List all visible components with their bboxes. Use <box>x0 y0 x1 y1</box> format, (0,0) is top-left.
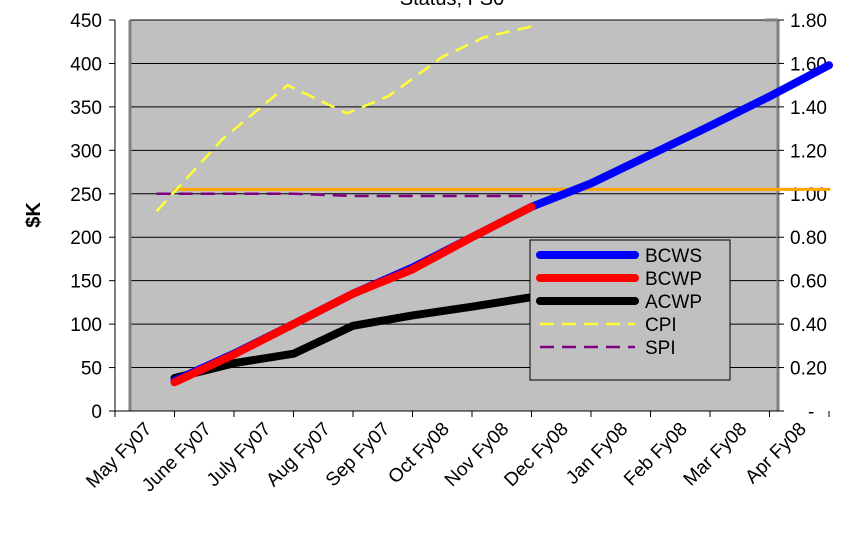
legend-label-cpi: CPI <box>645 315 677 336</box>
series-layer <box>155 25 833 387</box>
legend-label-spi: SPI <box>645 338 676 359</box>
legend-label-acwp: ACWP <box>645 292 702 313</box>
left-tick-label: 400 <box>70 54 102 75</box>
series-line-spi <box>156 192 532 198</box>
x-tick-label: Feb Fy08 <box>620 419 692 491</box>
right-tick-label: 0.40 <box>790 315 827 336</box>
legend-label-bcwp: BCWP <box>645 269 702 290</box>
gridlines <box>130 19 778 369</box>
left-tick-label: 50 <box>81 359 102 380</box>
left-tick-label: 0 <box>91 402 102 423</box>
right-tick-label: 1.40 <box>790 98 827 119</box>
right-tick-label: 1.80 <box>790 11 827 32</box>
chart-title-fragment: Status, FS0 <box>400 0 505 10</box>
left-tick-label: 250 <box>70 185 102 206</box>
x-tick-label: Nov Fy08 <box>441 419 513 491</box>
left-tick-label: 150 <box>70 272 102 293</box>
x-tick-label: Aug Fy07 <box>262 419 334 491</box>
series-line-cpi <box>155 25 532 213</box>
x-tick-label: Dec Fy08 <box>500 419 572 491</box>
legend-label-bcws: BCWS <box>645 246 702 267</box>
left-tick-label: 450 <box>70 11 102 32</box>
right-tick-label: - <box>808 402 814 423</box>
left-tick-label: 200 <box>70 228 102 249</box>
y-axis-title: $K <box>23 202 45 228</box>
legend-box <box>529 239 731 381</box>
x-tick-label: Apr Fy08 <box>741 419 810 488</box>
left-tick-label: 100 <box>70 315 102 336</box>
right-tick-label: 0.60 <box>790 272 827 293</box>
right-tick-label: 1.20 <box>790 141 827 162</box>
x-tick-label: July Fy07 <box>203 419 275 491</box>
series-line-acwp <box>170 293 536 382</box>
left-tick-label: 350 <box>70 98 102 119</box>
right-tick-label: 0.20 <box>790 359 827 380</box>
x-tick-label: Sep Fy07 <box>322 419 394 491</box>
right-tick-label: 0.80 <box>790 228 827 249</box>
left-axis: 0 50 100 150 200 250 300 350 400 450 <box>70 11 116 423</box>
left-tick-label: 300 <box>70 141 102 162</box>
x-tick-label: Mar Fy08 <box>680 419 752 491</box>
series-line-bcwp <box>170 202 536 387</box>
